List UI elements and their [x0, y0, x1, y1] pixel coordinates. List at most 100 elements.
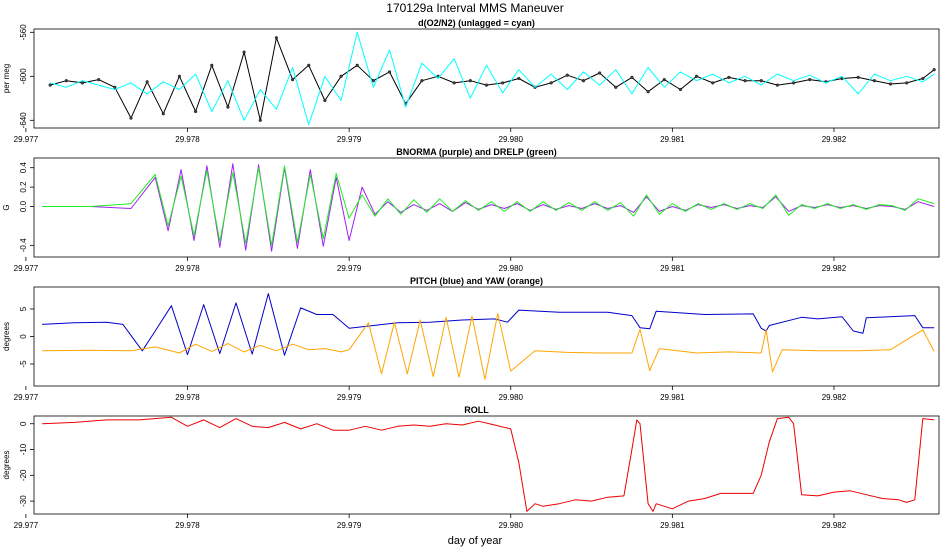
x-tick-label: 29.980 — [499, 393, 524, 402]
series-line-yaw — [42, 312, 935, 380]
data-point — [339, 74, 343, 78]
x-tick-label: 29.978 — [175, 135, 200, 144]
data-point — [759, 79, 763, 83]
series-line-unlagged-cyan- — [50, 31, 935, 126]
data-point — [791, 81, 796, 85]
plot-frame — [33, 415, 940, 515]
panel-title: PITCH (blue) and YAW (orange) — [410, 276, 543, 286]
x-tick-label: 29.977 — [14, 264, 39, 273]
y-axis-label: degrees — [2, 322, 11, 351]
y-tick-label: -600 — [19, 68, 28, 85]
y-tick-label: -0.4 — [19, 238, 28, 252]
data-point — [258, 118, 262, 122]
series-line-pitch — [42, 293, 935, 356]
data-point — [694, 74, 699, 78]
panel-title: BNORMA (purple) and DRELP (green) — [396, 147, 557, 157]
x-tick-label: 29.982 — [822, 521, 847, 530]
x-axis-label: day of year — [448, 535, 503, 547]
data-point — [921, 76, 925, 81]
data-point — [145, 80, 149, 84]
data-point — [307, 63, 311, 67]
panel-title: ROLL — [464, 405, 489, 415]
y-tick-label: -30 — [19, 495, 28, 507]
data-point — [565, 73, 569, 77]
data-point — [210, 63, 214, 67]
series-line-lagged — [50, 37, 935, 121]
data-point — [274, 36, 279, 40]
data-point — [727, 75, 731, 79]
data-point — [808, 77, 812, 82]
y-tick-label: -20 — [19, 469, 28, 481]
figure-title: 170129a Interval MMS Maneuver — [386, 1, 563, 15]
y-tick-label: 0.0 — [19, 200, 28, 212]
plot-frame — [33, 28, 940, 129]
data-point — [452, 81, 456, 85]
x-tick-label: 29.982 — [822, 264, 847, 273]
data-point — [97, 77, 101, 82]
x-tick-label: 29.977 — [14, 135, 39, 144]
x-tick-label: 29.980 — [499, 264, 524, 273]
data-point — [932, 68, 936, 72]
data-point — [630, 75, 634, 79]
data-point — [614, 85, 618, 89]
chart-panel-4: ROLL degrees 29.977 29.978 29.979 29.980 29.98… — [2, 405, 940, 530]
chart-panel-3: PITCH (blue) and YAW (orange) degrees 29.9… — [2, 276, 940, 402]
y-tick-label: 0.4 — [19, 162, 28, 174]
data-point — [48, 83, 52, 87]
data-point — [371, 79, 375, 83]
x-tick-label: 29.980 — [499, 135, 524, 144]
data-point — [598, 71, 602, 75]
panels: d(O2/N2) (unlagged = cyan) per meg 29.977 2… — [2, 18, 940, 530]
data-point — [484, 83, 489, 87]
x-tick-label: 29.977 — [14, 521, 39, 530]
data-point — [177, 74, 182, 78]
x-tick-label: 29.981 — [660, 521, 685, 530]
data-point — [872, 79, 876, 83]
y-tick-label: -10 — [19, 443, 28, 455]
chart-panel-1: d(O2/N2) (unlagged = cyan) per meg 29.977 2… — [2, 18, 940, 144]
data-point — [420, 79, 424, 83]
y-tick-label: -5 — [19, 360, 28, 368]
data-point — [64, 79, 68, 83]
series-line-bnorma — [42, 163, 935, 252]
data-point — [678, 87, 683, 92]
data-point — [517, 76, 521, 81]
y-tick-label: 5 — [19, 306, 28, 311]
x-tick-label: 29.979 — [337, 264, 362, 273]
data-point — [468, 79, 472, 83]
data-point — [113, 85, 117, 89]
data-point — [549, 81, 553, 85]
y-axis-label: per meg — [2, 64, 11, 93]
data-point — [581, 79, 586, 83]
x-tick-label: 29.982 — [822, 393, 847, 402]
x-tick-label: 29.981 — [660, 264, 685, 273]
data-point — [242, 50, 246, 54]
y-tick-label: 0.2 — [19, 181, 28, 193]
x-tick-label: 29.978 — [175, 393, 200, 402]
data-point — [646, 90, 650, 94]
data-point — [856, 75, 860, 79]
data-point — [743, 79, 747, 83]
x-tick-label: 29.979 — [337, 521, 362, 530]
data-point — [662, 77, 666, 82]
data-point — [194, 109, 198, 114]
y-tick-label: -640 — [19, 112, 28, 129]
series-line-roll — [42, 416, 935, 512]
data-point — [80, 81, 85, 85]
data-point — [775, 83, 779, 87]
data-point — [226, 105, 230, 109]
data-point — [711, 81, 715, 85]
data-point — [888, 82, 893, 86]
y-axis-label: degrees — [2, 451, 11, 480]
y-tick-label: 0 — [19, 334, 28, 339]
data-point — [161, 112, 165, 116]
data-point — [355, 63, 359, 67]
y-axis-label: G — [2, 204, 11, 210]
data-point — [129, 116, 133, 120]
x-tick-label: 29.981 — [660, 393, 685, 402]
x-tick-label: 29.979 — [337, 135, 362, 144]
plot-frame — [33, 157, 940, 258]
data-point — [501, 81, 505, 85]
x-tick-label: 29.979 — [337, 393, 362, 402]
